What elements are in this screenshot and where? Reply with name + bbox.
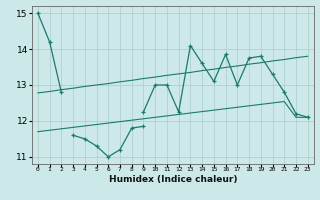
X-axis label: Humidex (Indice chaleur): Humidex (Indice chaleur) (108, 175, 237, 184)
